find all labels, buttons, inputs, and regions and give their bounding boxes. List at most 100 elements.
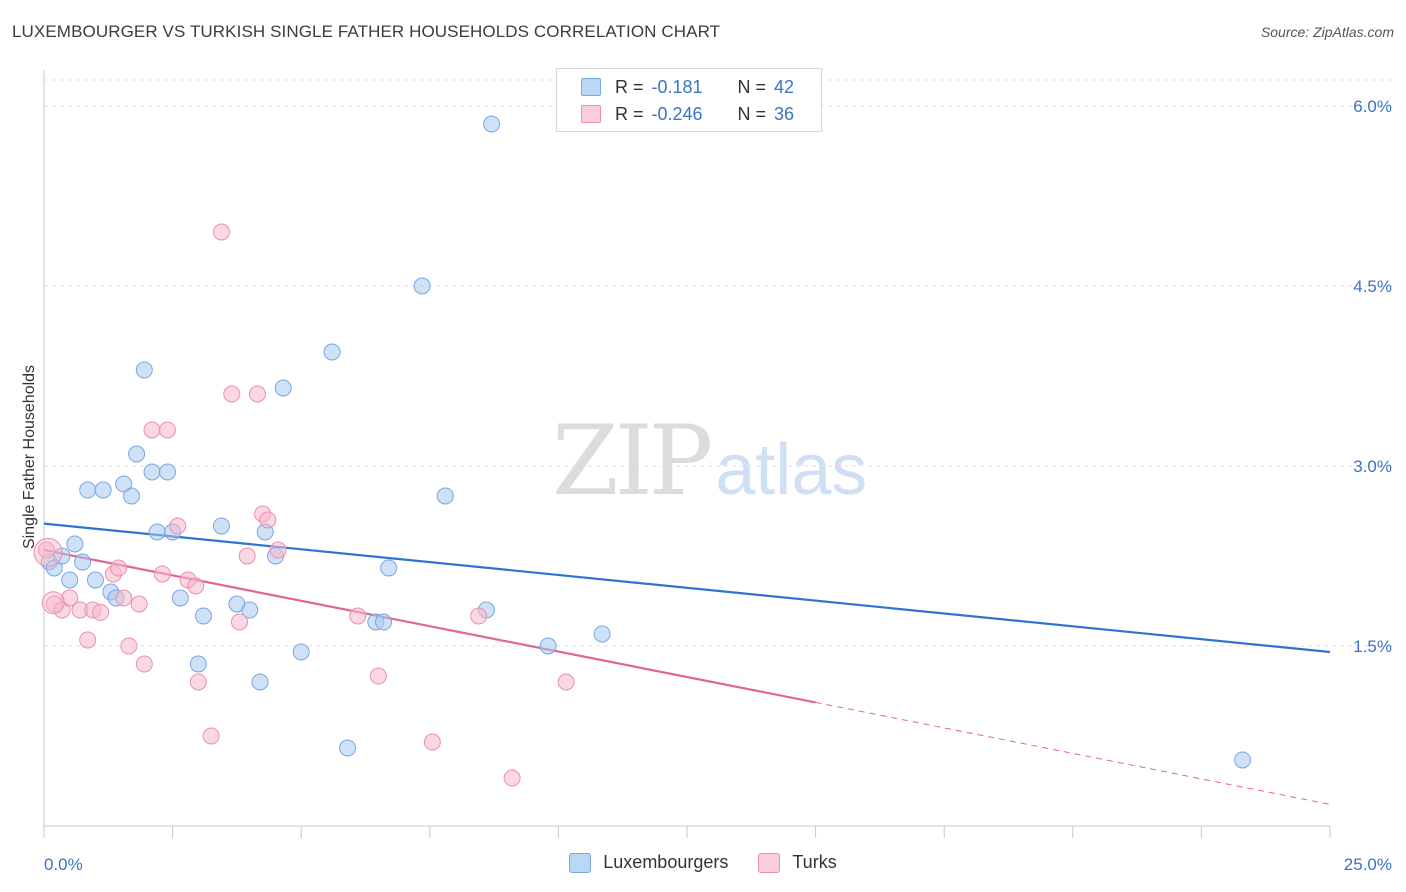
luxembourgers-point <box>79 481 97 499</box>
luxembourgers-point <box>292 643 310 661</box>
luxembourgers-point <box>94 481 112 499</box>
turks-point <box>41 591 65 615</box>
y-tick-label: 4.5% <box>1353 277 1392 296</box>
watermark: ZIPatlas <box>552 405 867 517</box>
luxembourgers-point <box>1234 751 1252 769</box>
turks-point <box>189 673 207 691</box>
chart-title: LUXEMBOURGER VS TURKISH SINGLE FATHER HO… <box>12 22 721 41</box>
series-legend-luxembourgers[interactable]: Luxembourgers <box>569 852 728 873</box>
turks-point <box>238 547 256 565</box>
luxembourgers-point <box>61 571 79 589</box>
turks-point <box>230 613 248 631</box>
luxembourgers-point <box>413 277 431 295</box>
trend-lines <box>43 522 1331 805</box>
turks-point <box>169 517 187 535</box>
watermark-zip: ZIP <box>552 405 713 517</box>
turks-point <box>223 385 241 403</box>
axes <box>43 70 1331 838</box>
legend-n-value: 42 <box>774 76 795 97</box>
turks-point <box>202 727 220 745</box>
turks-point <box>187 577 205 595</box>
luxembourgers-point <box>158 463 176 481</box>
luxembourgers-point <box>241 601 259 619</box>
turks-point <box>423 733 441 751</box>
luxembourgers-point <box>338 739 356 757</box>
turks-point <box>259 511 277 529</box>
luxembourgers-point <box>86 571 104 589</box>
turks-point <box>33 537 63 567</box>
luxembourgers-point <box>375 613 393 631</box>
luxembourgers-point <box>143 463 161 481</box>
luxembourgers-point <box>115 475 133 493</box>
turks-point <box>158 421 176 439</box>
series-swatch-turks <box>758 852 781 873</box>
turks-point <box>38 541 56 559</box>
luxembourgers-point <box>436 487 454 505</box>
y-tick-label: 6.0% <box>1353 97 1392 116</box>
luxembourgers-point <box>74 553 92 571</box>
luxembourgers-point <box>380 559 398 577</box>
turks-point <box>349 607 367 625</box>
turks-point <box>153 565 171 583</box>
turks-point <box>369 667 387 685</box>
series-label-luxembourgers: Luxembourgers <box>603 852 729 872</box>
turks-point <box>143 421 161 439</box>
legend-row-luxembourgers: R = -0.181 N = 42 <box>581 75 794 99</box>
correlation-legend: R = -0.181 N = 42 R = -0.246 N = 36 <box>556 68 822 132</box>
series-swatch-luxembourgers <box>569 852 592 873</box>
legend-r-label: R = <box>615 76 644 97</box>
luxembourgers-point <box>483 115 501 133</box>
turks-point <box>79 631 97 649</box>
legend-r-value: -0.246 <box>651 103 703 124</box>
luxembourgers-point <box>274 379 292 397</box>
turks-point <box>61 589 79 607</box>
y-tick-label: 1.5% <box>1353 637 1392 656</box>
luxembourgers-point <box>66 535 84 553</box>
series-legend: Luxembourgers Turks <box>0 852 1406 873</box>
turks-point <box>110 559 128 577</box>
legend-n-label: N = <box>737 103 767 124</box>
luxembourgers-point <box>539 637 557 655</box>
luxembourgers-trend-line <box>43 522 1331 654</box>
legend-swatch-turks <box>581 105 601 123</box>
turks-point <box>92 603 110 621</box>
turks-point <box>269 541 287 559</box>
watermark-atlas: atlas <box>715 430 868 510</box>
luxembourgers-point <box>189 655 207 673</box>
turks-point <box>120 637 138 655</box>
luxembourgers-point <box>171 589 189 607</box>
luxembourgers-point <box>194 607 212 625</box>
turks-point <box>115 589 133 607</box>
luxembourgers-point <box>148 523 166 541</box>
legend-row-turks: R = -0.246 N = 36 <box>581 102 794 126</box>
tick-labels: 1.5% 3.0% 4.5% 6.0% 0.0% 25.0% <box>44 97 1392 874</box>
turks-point <box>557 673 575 691</box>
legend-r-value: -0.181 <box>651 76 703 97</box>
luxembourgers-point <box>251 673 269 691</box>
luxembourgers-point <box>45 559 63 577</box>
series-label-turks: Turks <box>792 852 837 872</box>
y-tick-label: 3.0% <box>1353 457 1392 476</box>
turks-point <box>135 655 153 673</box>
source-label: Source: ZipAtlas.com <box>1260 24 1394 40</box>
turks-trend-line <box>43 548 816 704</box>
x-tick-label: 25.0% <box>1344 855 1392 874</box>
turks-point <box>212 223 230 241</box>
legend-n-label: N = <box>737 76 767 97</box>
luxembourgers-point <box>122 487 140 505</box>
turks-point <box>130 595 148 613</box>
series-legend-turks[interactable]: Turks <box>758 852 837 873</box>
turks-point <box>503 769 521 787</box>
luxembourgers-point <box>323 343 341 361</box>
legend-swatch-luxembourgers <box>581 78 601 96</box>
luxembourgers-point <box>212 517 230 535</box>
turks-point <box>248 385 266 403</box>
luxembourgers-point <box>135 361 153 379</box>
turks-point <box>470 607 488 625</box>
luxembourgers-point <box>593 625 611 643</box>
legend-n-value: 36 <box>774 103 795 124</box>
data-points <box>33 115 1252 787</box>
x-tick-label: 0.0% <box>44 855 83 874</box>
luxembourgers-point <box>128 445 146 463</box>
legend-r-label: R = <box>615 103 644 124</box>
